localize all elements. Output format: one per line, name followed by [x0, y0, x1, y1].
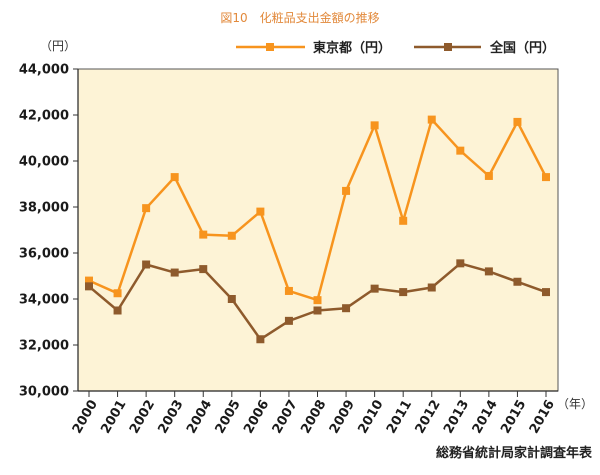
- x-tick-label: 2004: [184, 398, 215, 437]
- y-tick-label: 36,000: [19, 247, 69, 262]
- y-tick-label: 34,000: [19, 293, 69, 308]
- series-layer: [85, 115, 550, 344]
- x-tick-label: 2001: [98, 398, 129, 437]
- x-tick-label: 2005: [213, 398, 244, 437]
- series-0-point: [342, 186, 351, 195]
- y-tick-label: 40,000: [19, 155, 69, 170]
- series-0-point: [113, 289, 122, 298]
- plot-area: [77, 68, 559, 392]
- x-tick-label: 2009: [327, 398, 358, 437]
- y-tick-label: 44,000: [19, 63, 69, 78]
- series-1-point: [370, 284, 379, 293]
- series-1-point: [484, 267, 493, 276]
- series-1-point: [227, 295, 236, 303]
- y-axis: 30,000 32,000 34,000 36,000 38,000 40,000 42,0…: [19, 63, 78, 400]
- series-0-point: [427, 115, 436, 124]
- series-1-point: [542, 288, 550, 297]
- series-1-point: [256, 335, 265, 344]
- x-tick-label: 2013: [441, 398, 472, 437]
- x-tick-label: 2007: [270, 398, 301, 437]
- series-0: [85, 115, 550, 305]
- y-tick-label: 30,000: [19, 385, 69, 400]
- series-1-point: [113, 306, 122, 315]
- series-0-point: [399, 216, 408, 225]
- legend-marker-national: [444, 43, 452, 51]
- series-0-point: [256, 207, 265, 216]
- series-0-point: [284, 286, 293, 295]
- x-tick-label: 2006: [241, 398, 272, 437]
- x-tick-label: 2002: [127, 398, 158, 437]
- series-0-point: [85, 276, 93, 285]
- series-0-point: [199, 230, 208, 239]
- series-0-point: [513, 117, 522, 126]
- series-1-point: [199, 265, 208, 274]
- y-tick-label: 38,000: [19, 201, 69, 216]
- x-tick-label: 2015: [498, 398, 529, 437]
- series-1-point: [284, 316, 293, 325]
- x-tick-label: 2012: [413, 398, 444, 437]
- legend-label-national: 全国（円）: [489, 40, 555, 56]
- x-tick-label: 2010: [355, 398, 386, 437]
- legend-item-national: 全国（円）: [414, 40, 555, 56]
- series-0-point: [456, 146, 465, 155]
- x-tick-label: 2014: [470, 398, 501, 437]
- series-1-point: [427, 283, 436, 292]
- x-tick-label: 2003: [156, 398, 187, 437]
- x-tick-label: 2011: [384, 398, 415, 437]
- legend: 東京都（円） 全国（円）: [236, 40, 555, 56]
- series-1-point: [399, 288, 408, 297]
- x-axis: 2000200120022003200420052006200720082009…: [70, 391, 558, 436]
- x-tick-label: 2008: [298, 398, 329, 437]
- source-note: 総務省統計局家計調査年表: [436, 445, 593, 461]
- legend-label-tokyo: 東京都（円）: [313, 40, 391, 56]
- series-0-point: [227, 231, 236, 240]
- series-1-point: [513, 277, 522, 286]
- series-1-point: [170, 268, 179, 277]
- legend-marker-tokyo: [266, 43, 274, 51]
- series-0-point: [142, 204, 151, 213]
- series-0-point: [484, 171, 493, 180]
- x-tick-label: 2000: [70, 398, 101, 437]
- series-0-point: [313, 296, 322, 305]
- series-0-point: [542, 173, 550, 182]
- series-1: [85, 259, 550, 344]
- series-0-point: [370, 121, 379, 130]
- y-unit-label: （円）: [40, 39, 76, 53]
- series-1-point: [142, 260, 151, 269]
- y-tick-label: 42,000: [19, 109, 69, 124]
- y-tick-label: 32,000: [19, 339, 69, 354]
- chart-title: 図10 化粧品支出金額の推移: [220, 10, 379, 25]
- series-1-point: [342, 304, 351, 313]
- x-unit-label: （年）: [557, 397, 593, 411]
- legend-item-tokyo: 東京都（円）: [236, 40, 391, 56]
- series-1-point: [313, 306, 322, 315]
- series-1-point: [85, 282, 93, 291]
- series-1-point: [456, 259, 465, 268]
- x-tick-label: 2016: [527, 398, 558, 437]
- series-0-point: [170, 173, 179, 182]
